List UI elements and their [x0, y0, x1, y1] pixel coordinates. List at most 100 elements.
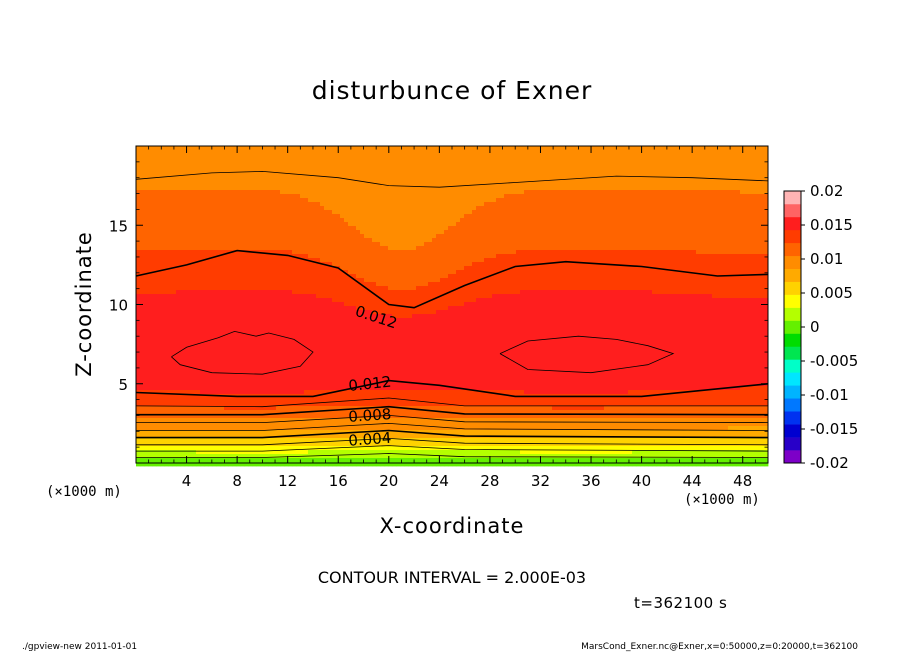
- field-cell: [548, 162, 553, 167]
- field-cell: [168, 194, 173, 199]
- field-cell: [136, 234, 141, 239]
- field-cell: [220, 150, 225, 155]
- field-cell: [452, 198, 457, 203]
- field-cell: [476, 186, 481, 191]
- field-cell: [620, 182, 625, 187]
- field-cell: [288, 258, 293, 263]
- field-cell: [516, 262, 521, 267]
- field-cell: [216, 242, 221, 247]
- field-cell: [412, 210, 417, 215]
- field-cell: [536, 238, 541, 243]
- field-cell: [360, 214, 365, 219]
- field-cell: [536, 250, 541, 255]
- field-cell: [344, 162, 349, 167]
- field-cell: [572, 262, 577, 267]
- field-cell: [340, 250, 345, 255]
- field-cell: [648, 174, 653, 179]
- field-cell: [740, 218, 745, 223]
- field-cell: [312, 258, 317, 263]
- field-cell: [400, 242, 405, 247]
- field-cell: [340, 206, 345, 211]
- field-cell: [452, 258, 457, 263]
- field-cell: [404, 222, 409, 227]
- field-cell: [436, 218, 441, 223]
- field-cell: [480, 194, 485, 199]
- field-cell: [296, 166, 301, 171]
- field-cell: [404, 186, 409, 191]
- field-cell: [660, 150, 665, 155]
- field-cell: [180, 174, 185, 179]
- field-cell: [208, 258, 213, 263]
- field-cell: [236, 182, 241, 187]
- field-cell: [492, 178, 497, 183]
- field-cell: [408, 210, 413, 215]
- field-cell: [344, 258, 349, 263]
- field-cell: [572, 194, 577, 199]
- field-cell: [248, 146, 253, 151]
- field-cell: [284, 258, 289, 263]
- field-cell: [732, 206, 737, 211]
- field-cell: [384, 226, 389, 231]
- field-cell: [424, 266, 429, 271]
- field-cell: [368, 190, 373, 195]
- field-cell: [304, 214, 309, 219]
- field-cell: [424, 154, 429, 159]
- field-cell: [412, 242, 417, 247]
- field-cell: [432, 258, 437, 263]
- field-cell: [260, 190, 265, 195]
- field-cell: [216, 158, 221, 163]
- field-cell: [440, 174, 445, 179]
- field-cell: [428, 222, 433, 227]
- field-cell: [236, 230, 241, 235]
- field-cell: [680, 262, 685, 267]
- field-cell: [400, 162, 405, 167]
- field-cell: [568, 150, 573, 155]
- field-cell: [612, 238, 617, 243]
- field-cell: [368, 258, 373, 263]
- field-cell: [712, 242, 717, 247]
- field-cell: [380, 218, 385, 223]
- field-cell: [432, 162, 437, 167]
- field-cell: [500, 226, 505, 231]
- field-cell: [360, 182, 365, 187]
- field-cell: [720, 238, 725, 243]
- field-cell: [608, 250, 613, 255]
- field-cell: [304, 150, 309, 155]
- field-cell: [388, 206, 393, 211]
- field-cell: [432, 170, 437, 175]
- field-cell: [640, 210, 645, 215]
- field-cell: [396, 146, 401, 151]
- field-cell: [636, 218, 641, 223]
- field-cell: [716, 242, 721, 247]
- field-cell: [428, 182, 433, 187]
- field-cell: [640, 202, 645, 207]
- field-cell: [468, 146, 473, 151]
- field-cell: [696, 174, 701, 179]
- field-cell: [468, 166, 473, 171]
- field-cell: [176, 194, 181, 199]
- field-cell: [592, 218, 597, 223]
- field-cell: [580, 250, 585, 255]
- field-cell: [284, 218, 289, 223]
- field-cell: [612, 226, 617, 231]
- field-cell: [652, 222, 657, 227]
- field-cell: [208, 242, 213, 247]
- field-cell: [584, 222, 589, 227]
- field-cell: [596, 226, 601, 231]
- field-cell: [600, 238, 605, 243]
- field-cell: [400, 190, 405, 195]
- field-cell: [500, 182, 505, 187]
- field-cell: [584, 246, 589, 251]
- field-cell: [416, 246, 421, 251]
- field-cell: [176, 198, 181, 203]
- field-cell: [552, 230, 557, 235]
- field-cell: [140, 158, 145, 163]
- field-cell: [532, 258, 537, 263]
- field-cell: [728, 250, 733, 255]
- field-cell: [392, 154, 397, 159]
- field-cell: [676, 226, 681, 231]
- field-cell: [164, 238, 169, 243]
- field-cell: [388, 210, 393, 215]
- field-cell: [672, 190, 677, 195]
- field-cell: [368, 170, 373, 175]
